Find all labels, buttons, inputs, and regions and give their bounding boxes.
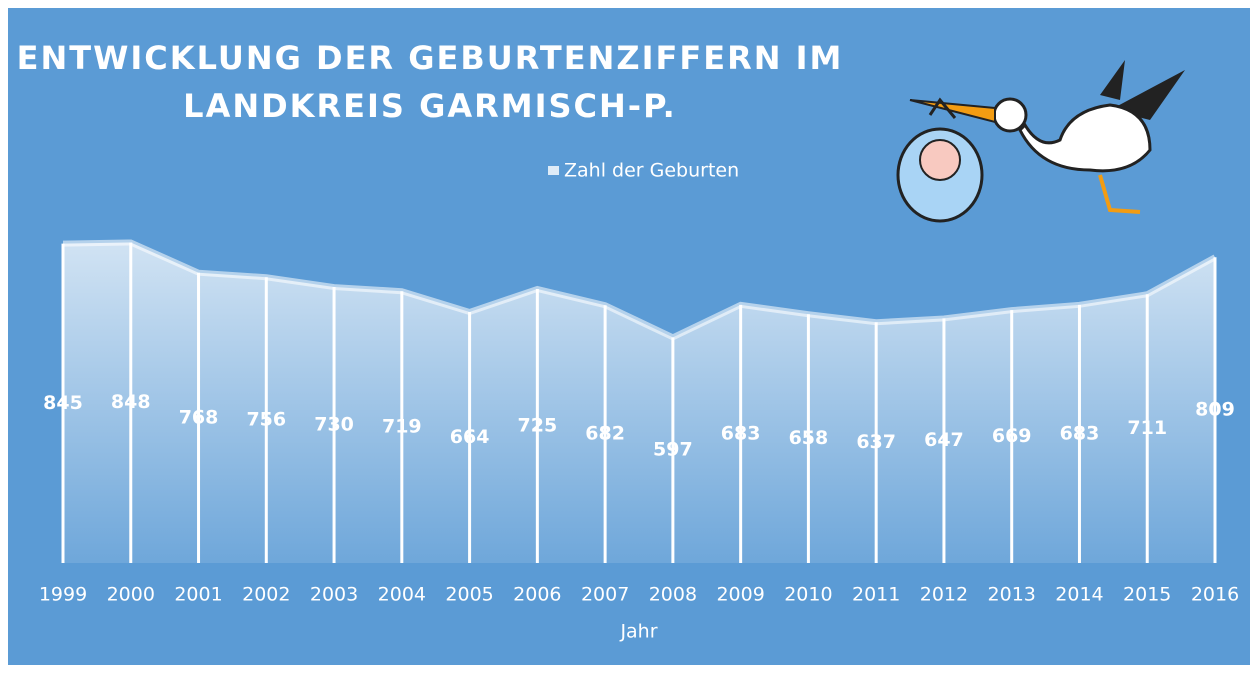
x-tick-label: 2007 — [581, 584, 629, 606]
data-label: 768 — [179, 406, 219, 428]
chart-title: LANDKREIS GARMISCH-P. — [183, 87, 677, 125]
chart: ENTWICKLUNG DER GEBURTENZIFFERN IM LANDK… — [0, 0, 1258, 673]
data-label: 658 — [789, 427, 829, 449]
data-label: 683 — [721, 422, 761, 444]
data-label: 597 — [653, 439, 693, 461]
x-tick-label: 2006 — [513, 584, 561, 606]
chart-title: ENTWICKLUNG DER GEBURTENZIFFERN IM — [17, 39, 844, 77]
x-tick-label: 2012 — [920, 584, 968, 606]
legend-swatch — [548, 166, 559, 175]
x-tick-label: 2001 — [174, 584, 222, 606]
data-label: 637 — [856, 431, 896, 453]
data-label: 809 — [1195, 399, 1235, 421]
page: ENTWICKLUNG DER GEBURTENZIFFERN IM LANDK… — [0, 0, 1258, 673]
data-label: 730 — [314, 414, 354, 436]
data-label: 756 — [246, 409, 286, 431]
data-label: 845 — [43, 392, 83, 414]
x-tick-label: 2011 — [852, 584, 900, 606]
data-label: 848 — [111, 391, 151, 413]
data-label: 725 — [518, 414, 558, 436]
data-label: 683 — [1060, 422, 1100, 444]
x-tick-label: 2010 — [784, 584, 832, 606]
x-tick-label: 2003 — [310, 584, 358, 606]
x-axis-label: Jahr — [619, 621, 657, 643]
x-tick-label: 2005 — [445, 584, 493, 606]
x-tick-label: 1999 — [39, 584, 87, 606]
data-label: 669 — [992, 425, 1032, 447]
x-tick-label: 2014 — [1055, 584, 1103, 606]
data-label: 719 — [382, 416, 422, 438]
x-tick-label: 2004 — [378, 584, 426, 606]
x-tick-label: 2016 — [1191, 584, 1239, 606]
x-tick-label: 2000 — [107, 584, 155, 606]
x-tick-label: 2013 — [988, 584, 1036, 606]
legend-label: Zahl der Geburten — [564, 160, 739, 182]
x-tick-label: 2009 — [716, 584, 764, 606]
data-label: 711 — [1127, 417, 1167, 439]
data-label: 647 — [924, 429, 964, 451]
data-label: 664 — [450, 426, 490, 448]
x-tick-label: 2002 — [242, 584, 290, 606]
x-tick-label: 2015 — [1123, 584, 1171, 606]
x-tick-label: 2008 — [649, 584, 697, 606]
data-label: 682 — [585, 423, 625, 445]
